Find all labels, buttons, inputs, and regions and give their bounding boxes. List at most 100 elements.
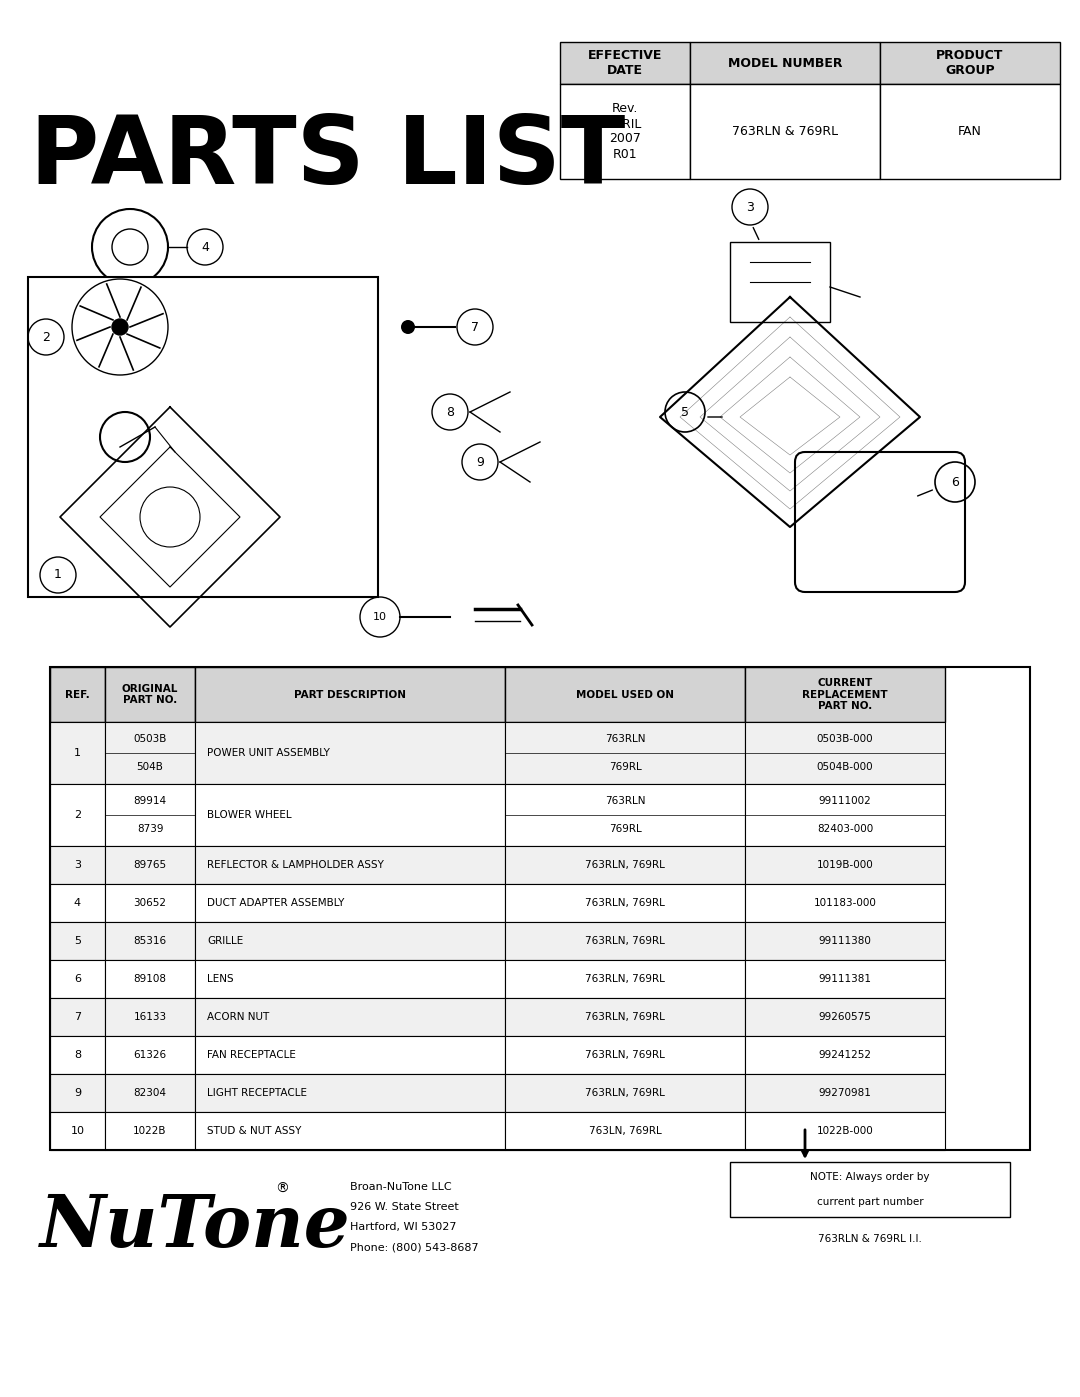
Text: 1019B-000: 1019B-000	[816, 861, 874, 870]
Bar	[105, 1037, 195, 1074]
Bar	[745, 722, 945, 784]
Text: 8: 8	[73, 1051, 81, 1060]
Circle shape	[112, 319, 129, 335]
Text: REF.: REF.	[65, 690, 90, 700]
Text: EFFECTIVE
DATE: EFFECTIVE DATE	[588, 49, 662, 77]
Text: 99111380: 99111380	[819, 936, 872, 946]
Bar	[195, 922, 505, 960]
Text: 763RLN & 769RL I.I.: 763RLN & 769RL I.I.	[818, 1234, 922, 1243]
Text: REFLECTOR & LAMPHOLDER ASSY: REFLECTOR & LAMPHOLDER ASSY	[207, 861, 383, 870]
Bar	[105, 847, 195, 884]
Text: 8739: 8739	[137, 824, 163, 834]
Text: ORIGINAL
PART NO.: ORIGINAL PART NO.	[122, 683, 178, 705]
Text: 99241252: 99241252	[819, 1051, 872, 1060]
Text: Hartford, WI 53027: Hartford, WI 53027	[350, 1222, 457, 1232]
Bar	[880, 42, 1059, 84]
Text: ®: ®	[275, 1182, 288, 1196]
Bar	[505, 922, 745, 960]
Bar	[50, 884, 105, 922]
Text: 763RLN, 769RL: 763RLN, 769RL	[585, 861, 665, 870]
Text: PARTS LIST: PARTS LIST	[30, 112, 625, 204]
Text: GRILLE: GRILLE	[207, 936, 243, 946]
Text: 1022B: 1022B	[133, 1126, 166, 1136]
Text: 3: 3	[75, 861, 81, 870]
Bar	[561, 84, 690, 179]
Bar	[745, 784, 945, 847]
Text: 763RLN, 769RL: 763RLN, 769RL	[585, 1011, 665, 1023]
FancyBboxPatch shape	[795, 453, 966, 592]
Bar	[745, 847, 945, 884]
Text: 1: 1	[54, 569, 62, 581]
Bar	[745, 1074, 945, 1112]
Text: 1022B-000: 1022B-000	[816, 1126, 874, 1136]
Bar	[28, 277, 378, 597]
Text: 763RLN: 763RLN	[605, 735, 645, 745]
Text: MODEL USED ON: MODEL USED ON	[576, 690, 674, 700]
Bar	[195, 960, 505, 997]
Bar	[50, 1037, 105, 1074]
Bar	[50, 997, 105, 1037]
Bar	[745, 1112, 945, 1150]
Bar	[505, 1112, 745, 1150]
Text: 4: 4	[73, 898, 81, 908]
Text: DUCT ADAPTER ASSEMBLY: DUCT ADAPTER ASSEMBLY	[207, 898, 345, 908]
Bar	[105, 1112, 195, 1150]
Bar	[745, 1037, 945, 1074]
Bar	[730, 1162, 1010, 1217]
Text: 9: 9	[73, 1088, 81, 1098]
Text: 99111381: 99111381	[819, 974, 872, 983]
Bar	[195, 784, 505, 847]
Text: 89914: 89914	[134, 796, 166, 806]
Text: 763LN, 769RL: 763LN, 769RL	[589, 1126, 661, 1136]
Bar	[880, 84, 1059, 179]
Text: 89765: 89765	[134, 861, 166, 870]
Text: 30652: 30652	[134, 898, 166, 908]
Bar	[50, 1112, 105, 1150]
Bar	[50, 960, 105, 997]
Bar	[195, 722, 505, 784]
Text: 82403-000: 82403-000	[816, 824, 873, 834]
Bar	[50, 784, 105, 847]
Bar	[105, 722, 195, 784]
Text: 82304: 82304	[134, 1088, 166, 1098]
Text: 4: 4	[201, 240, 208, 253]
Bar	[690, 84, 880, 179]
Text: 3: 3	[746, 201, 754, 214]
Text: Phone: (800) 543-8687: Phone: (800) 543-8687	[350, 1242, 478, 1252]
Text: 89108: 89108	[134, 974, 166, 983]
Text: STUD & NUT ASSY: STUD & NUT ASSY	[207, 1126, 301, 1136]
Text: 769RL: 769RL	[609, 761, 642, 771]
Text: 9: 9	[476, 455, 484, 468]
Bar	[50, 922, 105, 960]
Text: PRODUCT
GROUP: PRODUCT GROUP	[936, 49, 1003, 77]
Text: 769RL: 769RL	[609, 824, 642, 834]
Bar	[505, 884, 745, 922]
Bar	[730, 242, 831, 321]
Text: FAN RECEPTACLE: FAN RECEPTACLE	[207, 1051, 296, 1060]
Text: 763RLN: 763RLN	[605, 796, 645, 806]
Text: current part number: current part number	[816, 1197, 923, 1207]
Text: BLOWER WHEEL: BLOWER WHEEL	[207, 810, 292, 820]
Bar	[50, 722, 105, 784]
Text: 5: 5	[681, 405, 689, 419]
Bar	[195, 847, 505, 884]
Bar	[195, 884, 505, 922]
Bar	[195, 1074, 505, 1112]
Bar	[50, 666, 1030, 1150]
Text: 8: 8	[446, 405, 454, 419]
Text: 5: 5	[75, 936, 81, 946]
Text: NuTone: NuTone	[40, 1192, 351, 1263]
Text: NOTE: Always order by: NOTE: Always order by	[810, 1172, 930, 1182]
Bar	[745, 884, 945, 922]
Bar	[105, 784, 195, 847]
Text: 926 W. State Street: 926 W. State Street	[350, 1201, 459, 1213]
Text: LIGHT RECEPTACLE: LIGHT RECEPTACLE	[207, 1088, 307, 1098]
Bar	[105, 666, 195, 722]
Text: LENS: LENS	[207, 974, 233, 983]
Bar	[105, 1074, 195, 1112]
Bar	[105, 922, 195, 960]
Bar	[505, 784, 745, 847]
Text: 99111002: 99111002	[819, 796, 872, 806]
Bar	[50, 847, 105, 884]
Bar	[561, 42, 690, 84]
